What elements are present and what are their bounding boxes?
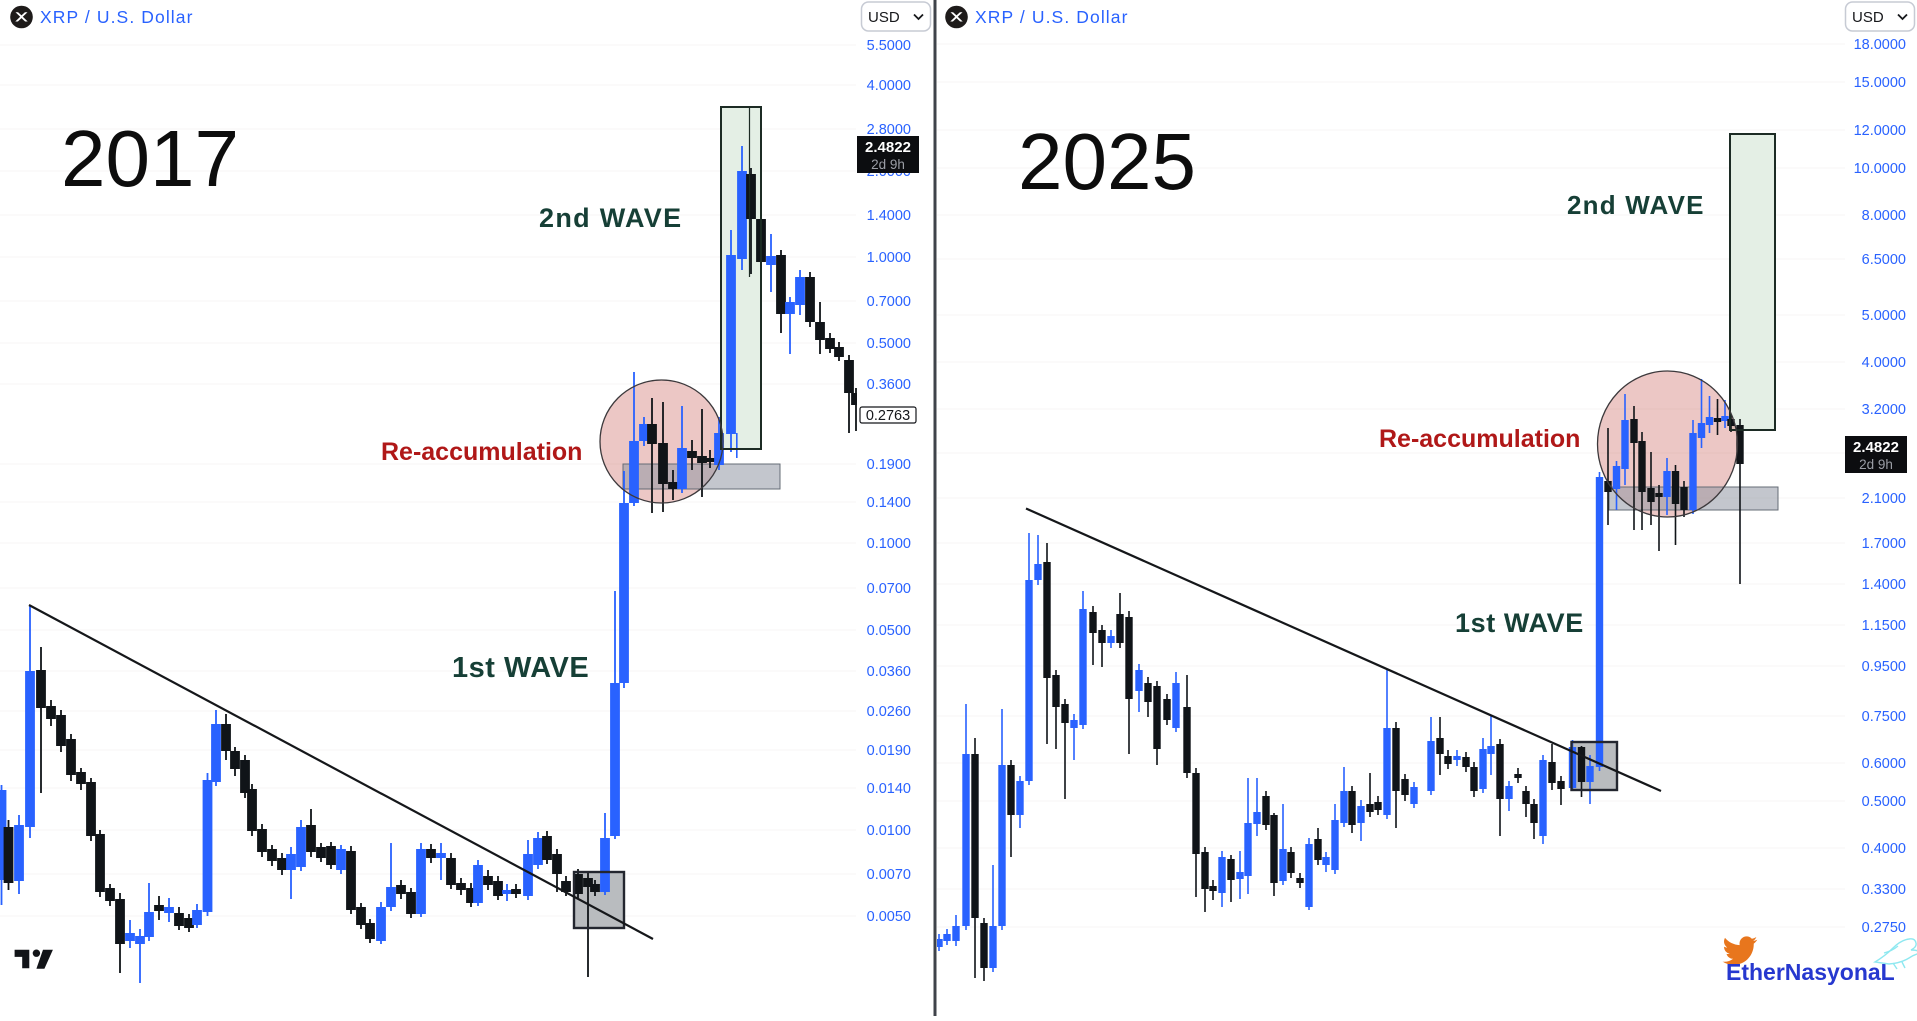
svg-text:0.0050: 0.0050 [867,909,911,925]
svg-text:2.8000: 2.8000 [867,122,911,138]
svg-text:0.2763: 0.2763 [866,408,910,424]
svg-text:0.4000: 0.4000 [1862,841,1906,857]
svg-text:2nd WAVE: 2nd WAVE [539,203,682,233]
svg-text:0.0260: 0.0260 [867,704,911,720]
svg-text:0.1900: 0.1900 [867,457,911,473]
svg-text:4.0000: 4.0000 [1862,355,1906,371]
svg-text:2.4822: 2.4822 [1853,439,1899,456]
svg-text:12.0000: 12.0000 [1854,123,1906,139]
svg-text:1.0000: 1.0000 [867,250,911,266]
svg-text:1.1500: 1.1500 [1862,618,1906,634]
svg-text:Re-accumulation: Re-accumulation [1379,425,1580,453]
svg-text:0.0190: 0.0190 [867,743,911,759]
svg-text:1st WAVE: 1st WAVE [452,652,589,684]
svg-text:USD: USD [1852,9,1884,26]
svg-text:8.0000: 8.0000 [1862,208,1906,224]
svg-text:2017: 2017 [61,114,239,203]
svg-text:0.3600: 0.3600 [867,377,911,393]
svg-text:1.4000: 1.4000 [1862,577,1906,593]
svg-text:3.2000: 3.2000 [1862,402,1906,418]
svg-text:0.0700: 0.0700 [867,581,911,597]
svg-text:2d 9h: 2d 9h [1859,457,1893,472]
svg-text:6.5000: 6.5000 [1862,252,1906,268]
svg-text:0.1400: 0.1400 [867,495,911,511]
svg-text:Re-accumulation: Re-accumulation [381,438,582,466]
svg-text:1.7000: 1.7000 [1862,536,1906,552]
svg-text:0.5000: 0.5000 [867,336,911,352]
svg-text:XRP / U.S. Dollar: XRP / U.S. Dollar [975,7,1129,27]
svg-text:0.7000: 0.7000 [867,294,911,310]
svg-text:0.1000: 0.1000 [867,536,911,552]
svg-text:0.0100: 0.0100 [867,823,911,839]
svg-text:0.5000: 0.5000 [1862,794,1906,810]
svg-text:2.4822: 2.4822 [865,139,911,156]
svg-text:5.5000: 5.5000 [867,38,911,54]
svg-text:0.0070: 0.0070 [867,867,911,883]
svg-text:0.9500: 0.9500 [1862,659,1906,675]
svg-text:0.0500: 0.0500 [867,623,911,639]
svg-text:0.6000: 0.6000 [1862,756,1906,772]
svg-text:XRP / U.S. Dollar: XRP / U.S. Dollar [40,7,194,27]
svg-text:0.2750: 0.2750 [1862,920,1906,936]
svg-text:4.0000: 4.0000 [867,78,911,94]
svg-text:5.0000: 5.0000 [1862,308,1906,324]
svg-text:USD: USD [868,9,900,26]
svg-text:15.0000: 15.0000 [1854,75,1906,91]
svg-text:0.7500: 0.7500 [1862,709,1906,725]
svg-text:2d 9h: 2d 9h [871,157,905,172]
svg-text:1.4000: 1.4000 [867,208,911,224]
svg-text:2nd WAVE: 2nd WAVE [1567,190,1705,220]
svg-text:18.0000: 18.0000 [1854,37,1906,53]
svg-text:1st WAVE: 1st WAVE [1455,608,1584,638]
svg-text:EtherNasyonaL: EtherNasyonaL [1726,959,1895,985]
svg-text:10.0000: 10.0000 [1854,161,1906,177]
svg-text:0.3300: 0.3300 [1862,882,1906,898]
svg-text:0.0360: 0.0360 [867,664,911,680]
svg-text:0.0140: 0.0140 [867,781,911,797]
svg-text:2.1000: 2.1000 [1862,491,1906,507]
svg-text:2025: 2025 [1018,117,1196,206]
